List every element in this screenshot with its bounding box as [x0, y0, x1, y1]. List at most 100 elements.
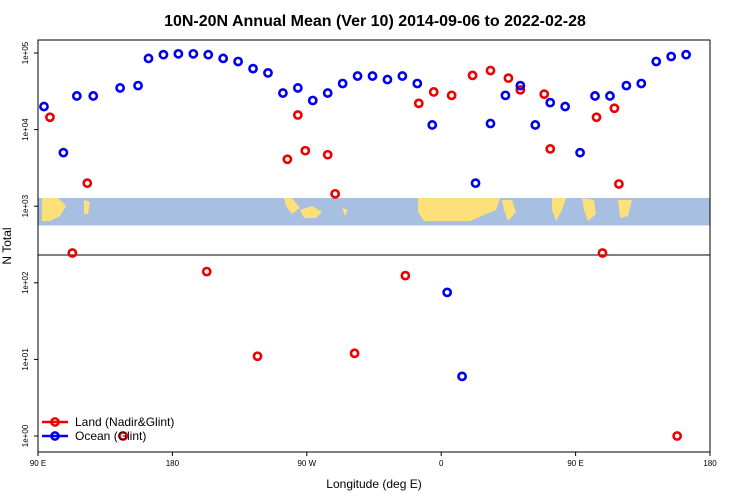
- ocean-point: [590, 91, 600, 101]
- land-point: [322, 149, 333, 160]
- plot-frame: [37, 39, 711, 453]
- legend: Land (Nadir&Glint) Ocean (Glint): [42, 415, 174, 443]
- y-tick-label: 1e+02: [21, 271, 30, 294]
- x-tick-label: 180: [703, 459, 717, 468]
- land-point: [428, 87, 439, 97]
- land-point: [591, 112, 602, 123]
- map-land-0: [42, 198, 66, 221]
- ocean-point: [442, 287, 453, 298]
- x-tick-label: 90 E: [30, 459, 46, 468]
- ocean-point: [397, 71, 408, 81]
- legend-entry-ocean: Ocean (Glint): [42, 429, 146, 443]
- ocean-point: [292, 83, 303, 93]
- map-land-2: [284, 198, 300, 214]
- map-land-3: [300, 206, 322, 218]
- land-point: [282, 154, 293, 165]
- land-point: [515, 84, 526, 95]
- ocean-point: [218, 53, 229, 64]
- ocean-point: [322, 88, 333, 98]
- ocean-point: [515, 80, 526, 91]
- land-point: [539, 89, 550, 100]
- land-point: [597, 248, 608, 258]
- map-land-5: [418, 198, 500, 221]
- land-point: [609, 103, 620, 114]
- land-point: [400, 270, 411, 281]
- y-axis-label: N Total: [0, 227, 14, 264]
- ocean-point: [352, 71, 363, 81]
- world-map-strip: [38, 197, 710, 226]
- ocean-point: [307, 95, 318, 106]
- ocean-point: [233, 56, 244, 67]
- legend-label-ocean: Ocean (Glint): [75, 429, 146, 443]
- land-point: [330, 188, 341, 199]
- ocean-point: [485, 118, 496, 129]
- legend-marker-ocean: [50, 431, 60, 441]
- y-tick-label: 1e+05: [21, 41, 30, 64]
- land-point: [503, 73, 514, 84]
- map-land-4: [342, 208, 348, 216]
- y-tick-label: 1e+00: [21, 424, 30, 447]
- ocean-point: [560, 101, 571, 112]
- y-tick-label: 1e+03: [21, 194, 30, 217]
- map-ocean: [38, 197, 710, 226]
- ocean-point: [412, 78, 423, 89]
- ocean-point: [173, 48, 184, 59]
- land-point: [614, 179, 624, 189]
- x-axis-label: Longitude (deg E): [326, 477, 421, 491]
- x-tick-label: 90 E: [567, 459, 583, 468]
- ocean-point: [143, 53, 154, 64]
- ocean-point: [278, 88, 288, 98]
- y-tick-label: 1e+04: [21, 118, 30, 141]
- y-tick-label: 1e+01: [21, 348, 30, 371]
- x-tick-label: 180: [166, 459, 180, 468]
- ocean-point: [457, 371, 468, 382]
- map-land-7: [552, 198, 566, 221]
- land-point: [201, 266, 212, 277]
- ocean-point: [115, 83, 126, 93]
- ocean-point: [263, 67, 273, 78]
- land-point: [118, 431, 129, 441]
- ocean-point: [158, 49, 169, 60]
- ocean-point: [681, 49, 692, 60]
- ocean-point: [427, 120, 438, 130]
- ocean-point: [636, 78, 647, 89]
- data-points: [39, 48, 692, 441]
- land-point: [446, 90, 457, 101]
- land-point: [67, 248, 78, 258]
- ocean-point: [545, 97, 556, 108]
- map-land-6: [502, 200, 516, 221]
- ocean-point: [575, 147, 585, 158]
- ocean-point: [58, 147, 69, 158]
- legend-label-land: Land (Nadir&Glint): [75, 415, 174, 429]
- land-point: [485, 65, 496, 76]
- ocean-point: [88, 91, 99, 101]
- land-point: [300, 145, 311, 156]
- ocean-point: [530, 120, 541, 130]
- map-land-1: [84, 200, 90, 214]
- land-point: [292, 110, 303, 120]
- ocean-point: [500, 90, 511, 101]
- ocean-point: [367, 71, 378, 81]
- land-point: [349, 348, 360, 359]
- ocean-point: [248, 63, 258, 74]
- land-point: [545, 143, 556, 154]
- map-land-8: [582, 198, 596, 221]
- land-point: [45, 112, 55, 123]
- land-point: [413, 98, 424, 109]
- ocean-point: [605, 91, 615, 101]
- ocean-point: [133, 80, 143, 91]
- ocean-point: [203, 49, 214, 60]
- ocean-point: [621, 80, 632, 91]
- chart-title: 10N-20N Annual Mean (Ver 10) 2014-09-06 …: [164, 13, 586, 30]
- land-point: [252, 351, 263, 362]
- y-axis: 1e+00 1e+01 1e+02 1e+03 1e+04 1e+05: [21, 41, 38, 447]
- map-land-9: [618, 200, 632, 218]
- land-point: [672, 431, 683, 441]
- ocean-point: [337, 78, 348, 89]
- legend-entry-land: Land (Nadir&Glint): [42, 415, 174, 429]
- x-tick-label: 90 W: [297, 459, 316, 468]
- ocean-point: [470, 178, 481, 189]
- legend-marker-land: [50, 417, 60, 427]
- ocean-point: [666, 51, 677, 62]
